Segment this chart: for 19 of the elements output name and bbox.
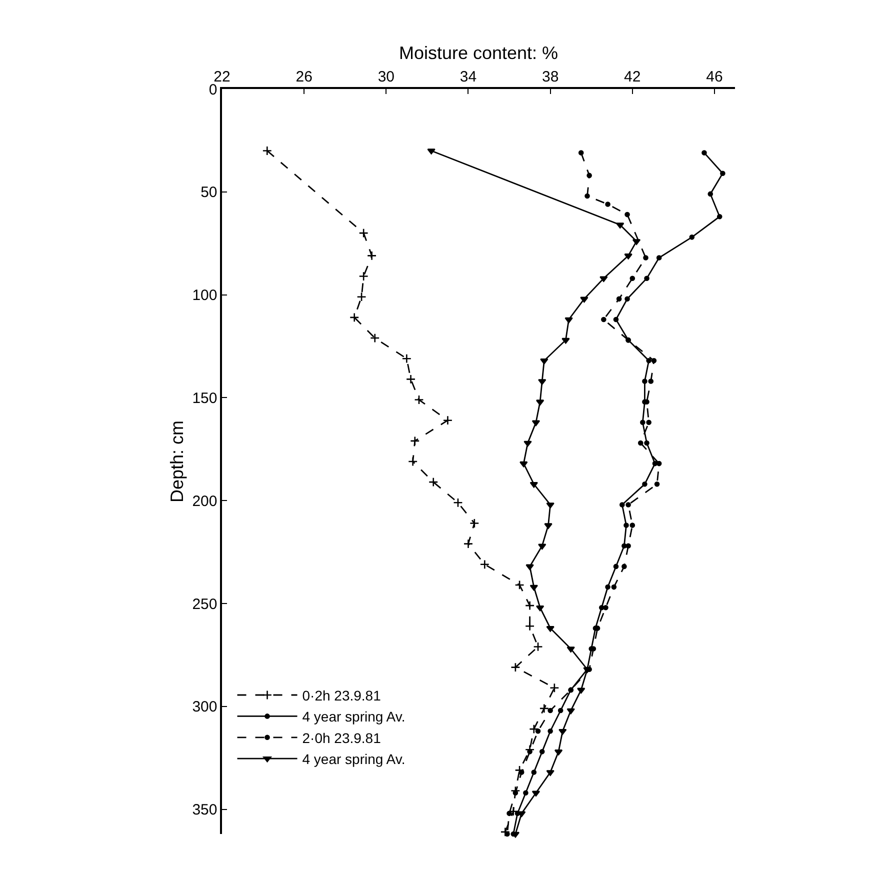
x-tick-label: 34 <box>460 68 477 86</box>
y-tick-label: 100 <box>192 287 218 304</box>
x-tick-label: 38 <box>542 68 559 86</box>
y-tick-label: 50 <box>200 184 218 202</box>
y-tick-label: 350 <box>192 802 218 819</box>
x-tick-label: 42 <box>624 68 641 86</box>
legend-label: 2·0h 23.9.81 <box>302 730 382 746</box>
legend-label: 4 year spring Av. <box>302 708 406 725</box>
y-tick-label: 250 <box>192 596 218 613</box>
y-tick-label: 300 <box>192 698 218 716</box>
x-tick-label: 30 <box>378 68 395 86</box>
y-tick-label: 200 <box>192 492 218 510</box>
x-axis-title: Moisture content: % <box>398 42 558 63</box>
x-tick-label: 46 <box>706 68 723 86</box>
y-axis-title: Depth: cm <box>166 420 187 503</box>
legend-label: 0·2h 23.9.81 <box>302 687 382 704</box>
x-tick-label: 26 <box>296 68 312 86</box>
legend-label: 4 year spring Av. <box>302 751 406 768</box>
y-tick-label: 150 <box>192 390 218 407</box>
